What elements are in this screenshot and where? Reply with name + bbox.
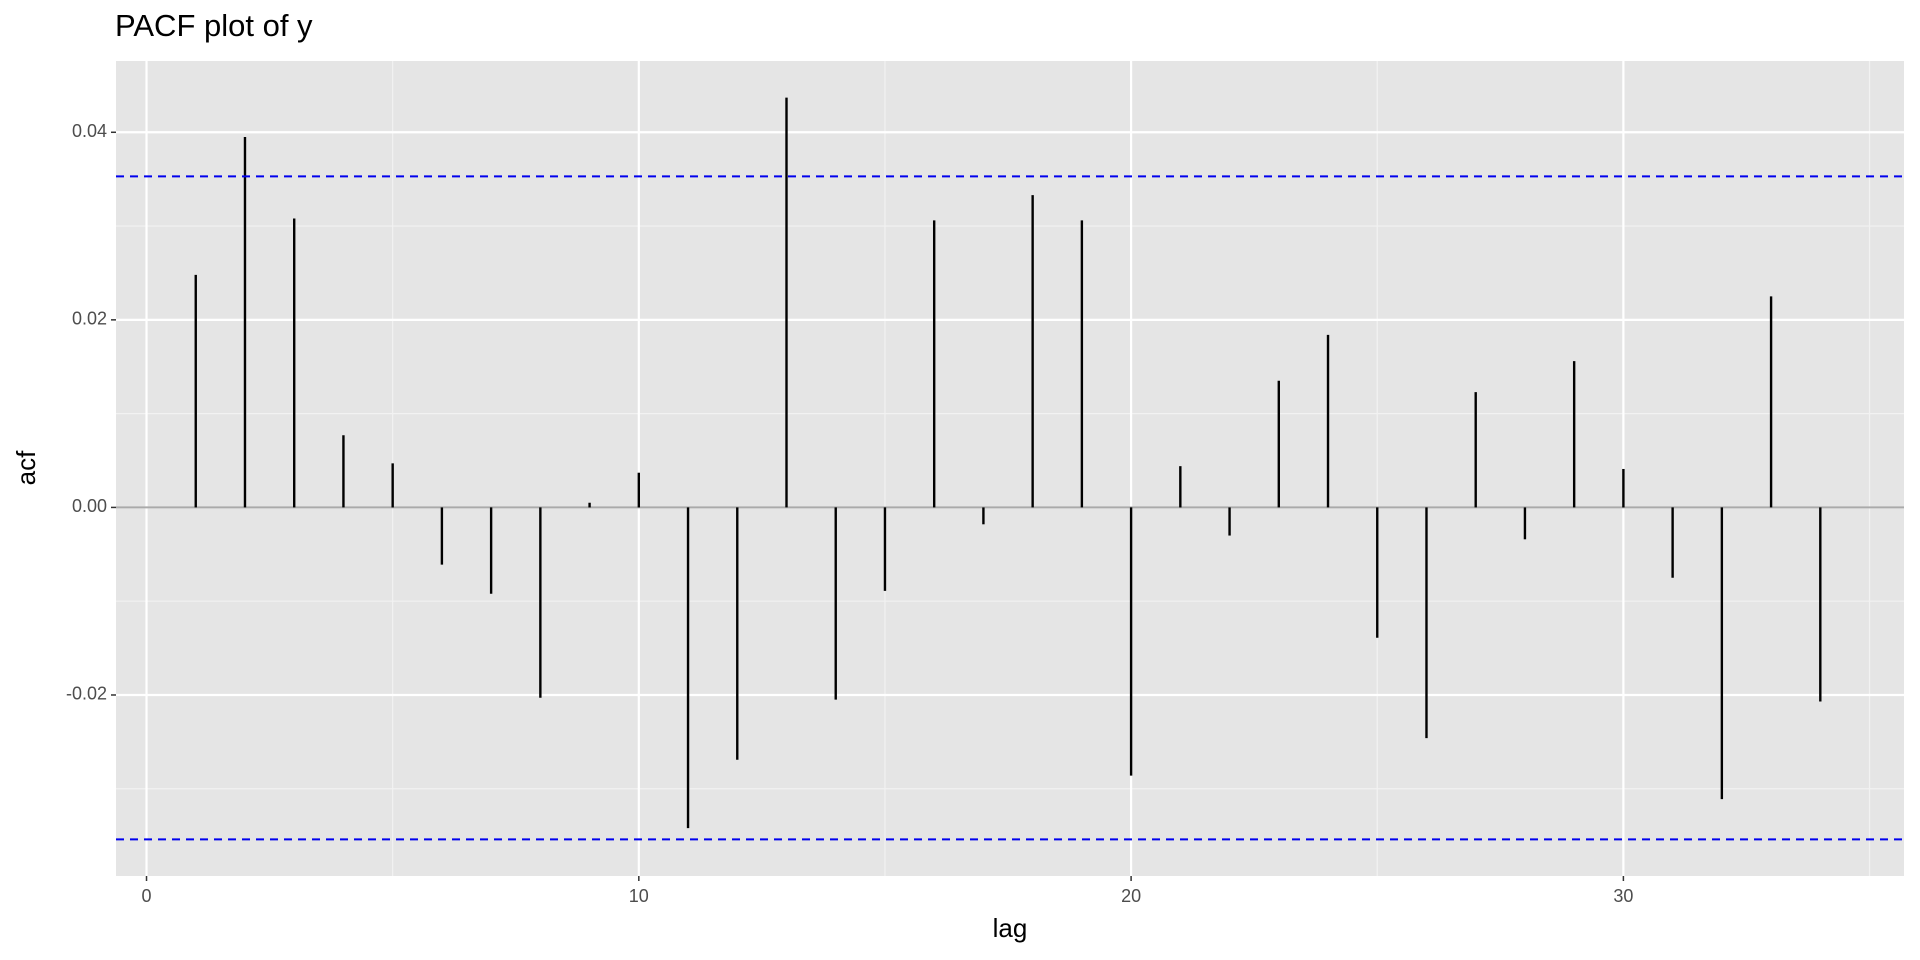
- chart-title: PACF plot of y: [115, 8, 313, 43]
- x-axis-title: lag: [993, 913, 1028, 943]
- x-tick-label: 20: [1121, 886, 1141, 906]
- y-tick-label: 0.04: [72, 121, 107, 141]
- x-tick-label: 10: [629, 886, 649, 906]
- x-tick-label: 0: [142, 886, 152, 906]
- x-tick-label: 30: [1613, 886, 1633, 906]
- y-tick-label: 0.02: [72, 309, 107, 329]
- y-tick-label: 0.00: [72, 496, 107, 516]
- y-tick-label: -0.02: [66, 684, 107, 704]
- y-axis-title: acf: [11, 450, 41, 485]
- plot-panel: [116, 61, 1904, 876]
